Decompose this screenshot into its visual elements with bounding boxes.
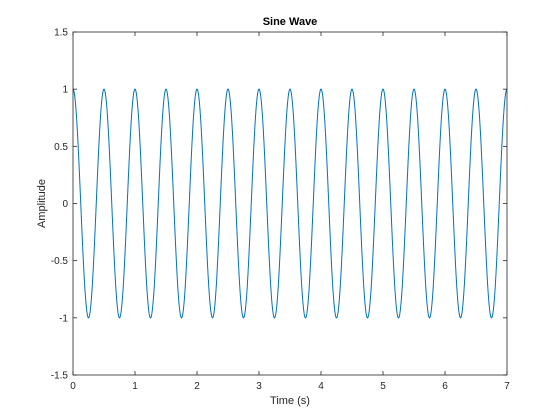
y-axis-ticks: -1.5 -1 -0.5 0 0.5 1 1.5 bbox=[51, 28, 507, 382]
x-tick-label: 4 bbox=[318, 381, 324, 392]
series-line bbox=[72, 88, 508, 319]
x-tick-label: 6 bbox=[442, 381, 448, 392]
y-tick-label: 0 bbox=[62, 199, 68, 210]
y-tick-label: 1.5 bbox=[54, 28, 68, 39]
x-tick-label: 1 bbox=[132, 381, 138, 392]
x-tick-label: 5 bbox=[380, 381, 386, 392]
y-tick-label: 0.5 bbox=[54, 142, 68, 153]
x-tick-label: 0 bbox=[70, 381, 76, 392]
x-tick-label: 7 bbox=[504, 381, 510, 392]
y-tick-label: -0.5 bbox=[51, 256, 69, 267]
series-layer bbox=[72, 88, 508, 319]
plot-area bbox=[73, 32, 507, 375]
x-axis-ticks: 0 1 2 3 4 5 6 7 bbox=[70, 32, 510, 392]
x-tick-label: 2 bbox=[194, 381, 200, 392]
chart-title: Sine Wave bbox=[263, 16, 318, 28]
y-tick-label: -1.5 bbox=[51, 371, 69, 382]
y-tick-label: 1 bbox=[62, 85, 68, 96]
y-tick-label: -1 bbox=[59, 313, 68, 324]
x-axis-label: Time (s) bbox=[270, 395, 310, 407]
y-axis-label: Amplitude bbox=[36, 179, 48, 228]
x-tick-label: 3 bbox=[256, 381, 262, 392]
